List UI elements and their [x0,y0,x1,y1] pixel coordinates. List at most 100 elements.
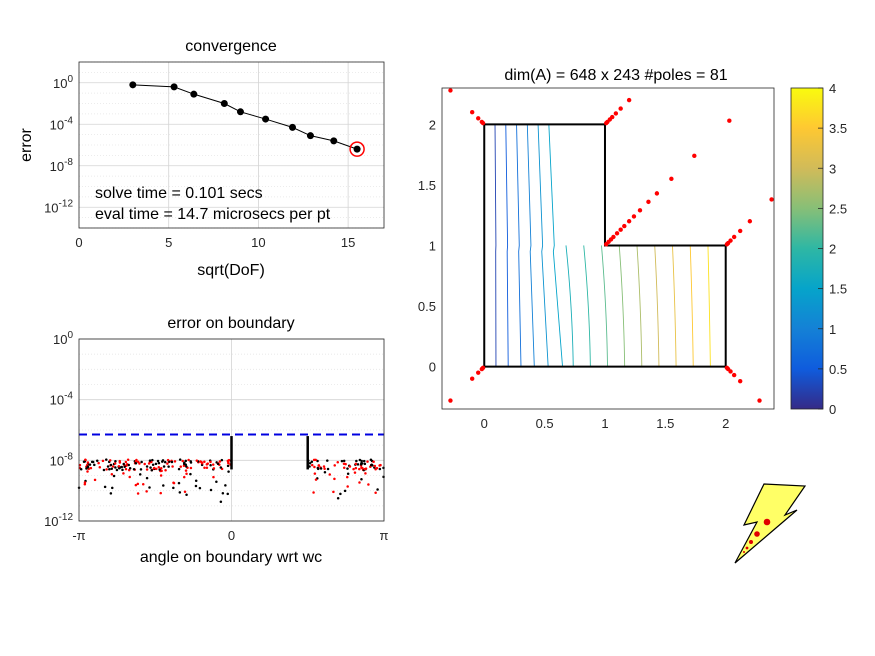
error-point-black [108,468,111,471]
error-point-red [212,475,215,479]
error-point-black [184,459,188,463]
error-point-black [148,459,152,462]
error-point-red [126,458,130,461]
convergence-point [330,137,338,145]
error-point-black [346,467,349,470]
pole-point [724,365,730,371]
error-point-red [179,465,183,468]
convergence-curve [132,84,358,150]
error-point-red [205,466,209,470]
error-point-red [328,473,332,476]
lightning-logo [734,483,807,564]
error-point-black [112,474,116,478]
error-point-red [155,467,158,471]
pole-point [737,228,743,234]
convergence-point [170,83,178,91]
error-point-red [336,460,339,464]
pole-point [618,227,623,232]
colorbar-tick-label: 0 [829,402,836,417]
error-point-black [91,460,95,464]
error-point-black [102,468,106,472]
pole-point [603,242,609,247]
convergence-point [289,123,296,131]
y-tick-label: 10-4 [50,115,74,132]
error-point-red [157,466,161,469]
error-point-black [167,465,170,468]
error-point-black [132,468,136,471]
error-point-red [134,459,138,463]
error-point-red [226,459,230,463]
convergence-grid [79,61,384,229]
error-point-black [145,476,149,480]
error-point-black [127,463,131,467]
error-point-black [336,497,340,500]
error-point-black [226,464,230,468]
error-point-red [171,465,174,468]
pole-point [631,214,637,219]
error-point-red [333,477,336,481]
error-point-red [187,458,190,462]
error-point-red [314,458,317,462]
pole-point [626,219,632,224]
pole-point [613,111,619,116]
pole-point [747,219,753,224]
error-point-red [363,467,367,471]
error-point-red [122,472,125,475]
error-point-black [86,466,90,469]
error-point-black [216,462,220,466]
convergence-title: convergence [185,38,277,55]
error-point-black [96,459,99,463]
x-tick-label: 0 [228,528,235,543]
error-point-red [108,459,112,462]
error-point-red [136,492,140,495]
error-point-red [98,466,102,469]
error-point-black [162,484,165,487]
x-tick-label: 1.5 [656,416,674,431]
error-point-black [109,463,113,467]
error-point-black [198,486,202,490]
error-point-red [375,466,379,470]
pole-point [769,197,774,202]
logo-pole-1 [763,518,771,526]
pole-point [731,234,737,240]
logo-pole-3 [749,540,753,544]
error-point-red [173,460,177,463]
error-point-red [372,460,375,463]
error-point-red [348,465,352,468]
error-point-black [106,465,110,468]
pole-point [614,231,620,236]
error-point-black [178,491,182,494]
pole-point [731,372,737,378]
y-tick-label: 1 [429,238,436,253]
error-point-red [97,461,100,465]
error-point-red [342,466,346,470]
y-tick-label: 10-12 [44,198,73,215]
contour-line [548,124,563,367]
contour-plot-area [442,88,774,409]
y-tick-label: 10-12 [44,512,73,529]
error-point-black [150,468,154,472]
boundary-tick-labels: -π 0 π 100 10-4 10-8 10-12 [44,330,388,543]
convergence-point [129,81,137,89]
x-tick-label: π [380,528,389,543]
y-tick-label: 10-4 [50,391,74,408]
error-point-black [140,460,143,464]
contour-line [526,124,535,367]
convergence-ylabel: error [18,127,35,161]
contour-line [707,245,711,367]
error-point-black [151,463,155,467]
convergence-plot-area [79,62,384,228]
error-point-red [159,474,163,477]
error-point-red [105,468,108,471]
error-point-black [362,459,366,463]
error-point-black [227,470,230,473]
error-point-black [326,467,330,471]
contour-lines [494,124,711,367]
convergence-axes-box [78,61,385,229]
error-point-black [105,458,108,461]
error-point-red [203,460,206,463]
error-point-black [156,459,160,463]
colorbar-tick-label: 0.5 [829,362,847,377]
contour-line [516,124,522,367]
eval-time-annotation: eval time = 14.7 microsecs per pt [95,206,331,223]
